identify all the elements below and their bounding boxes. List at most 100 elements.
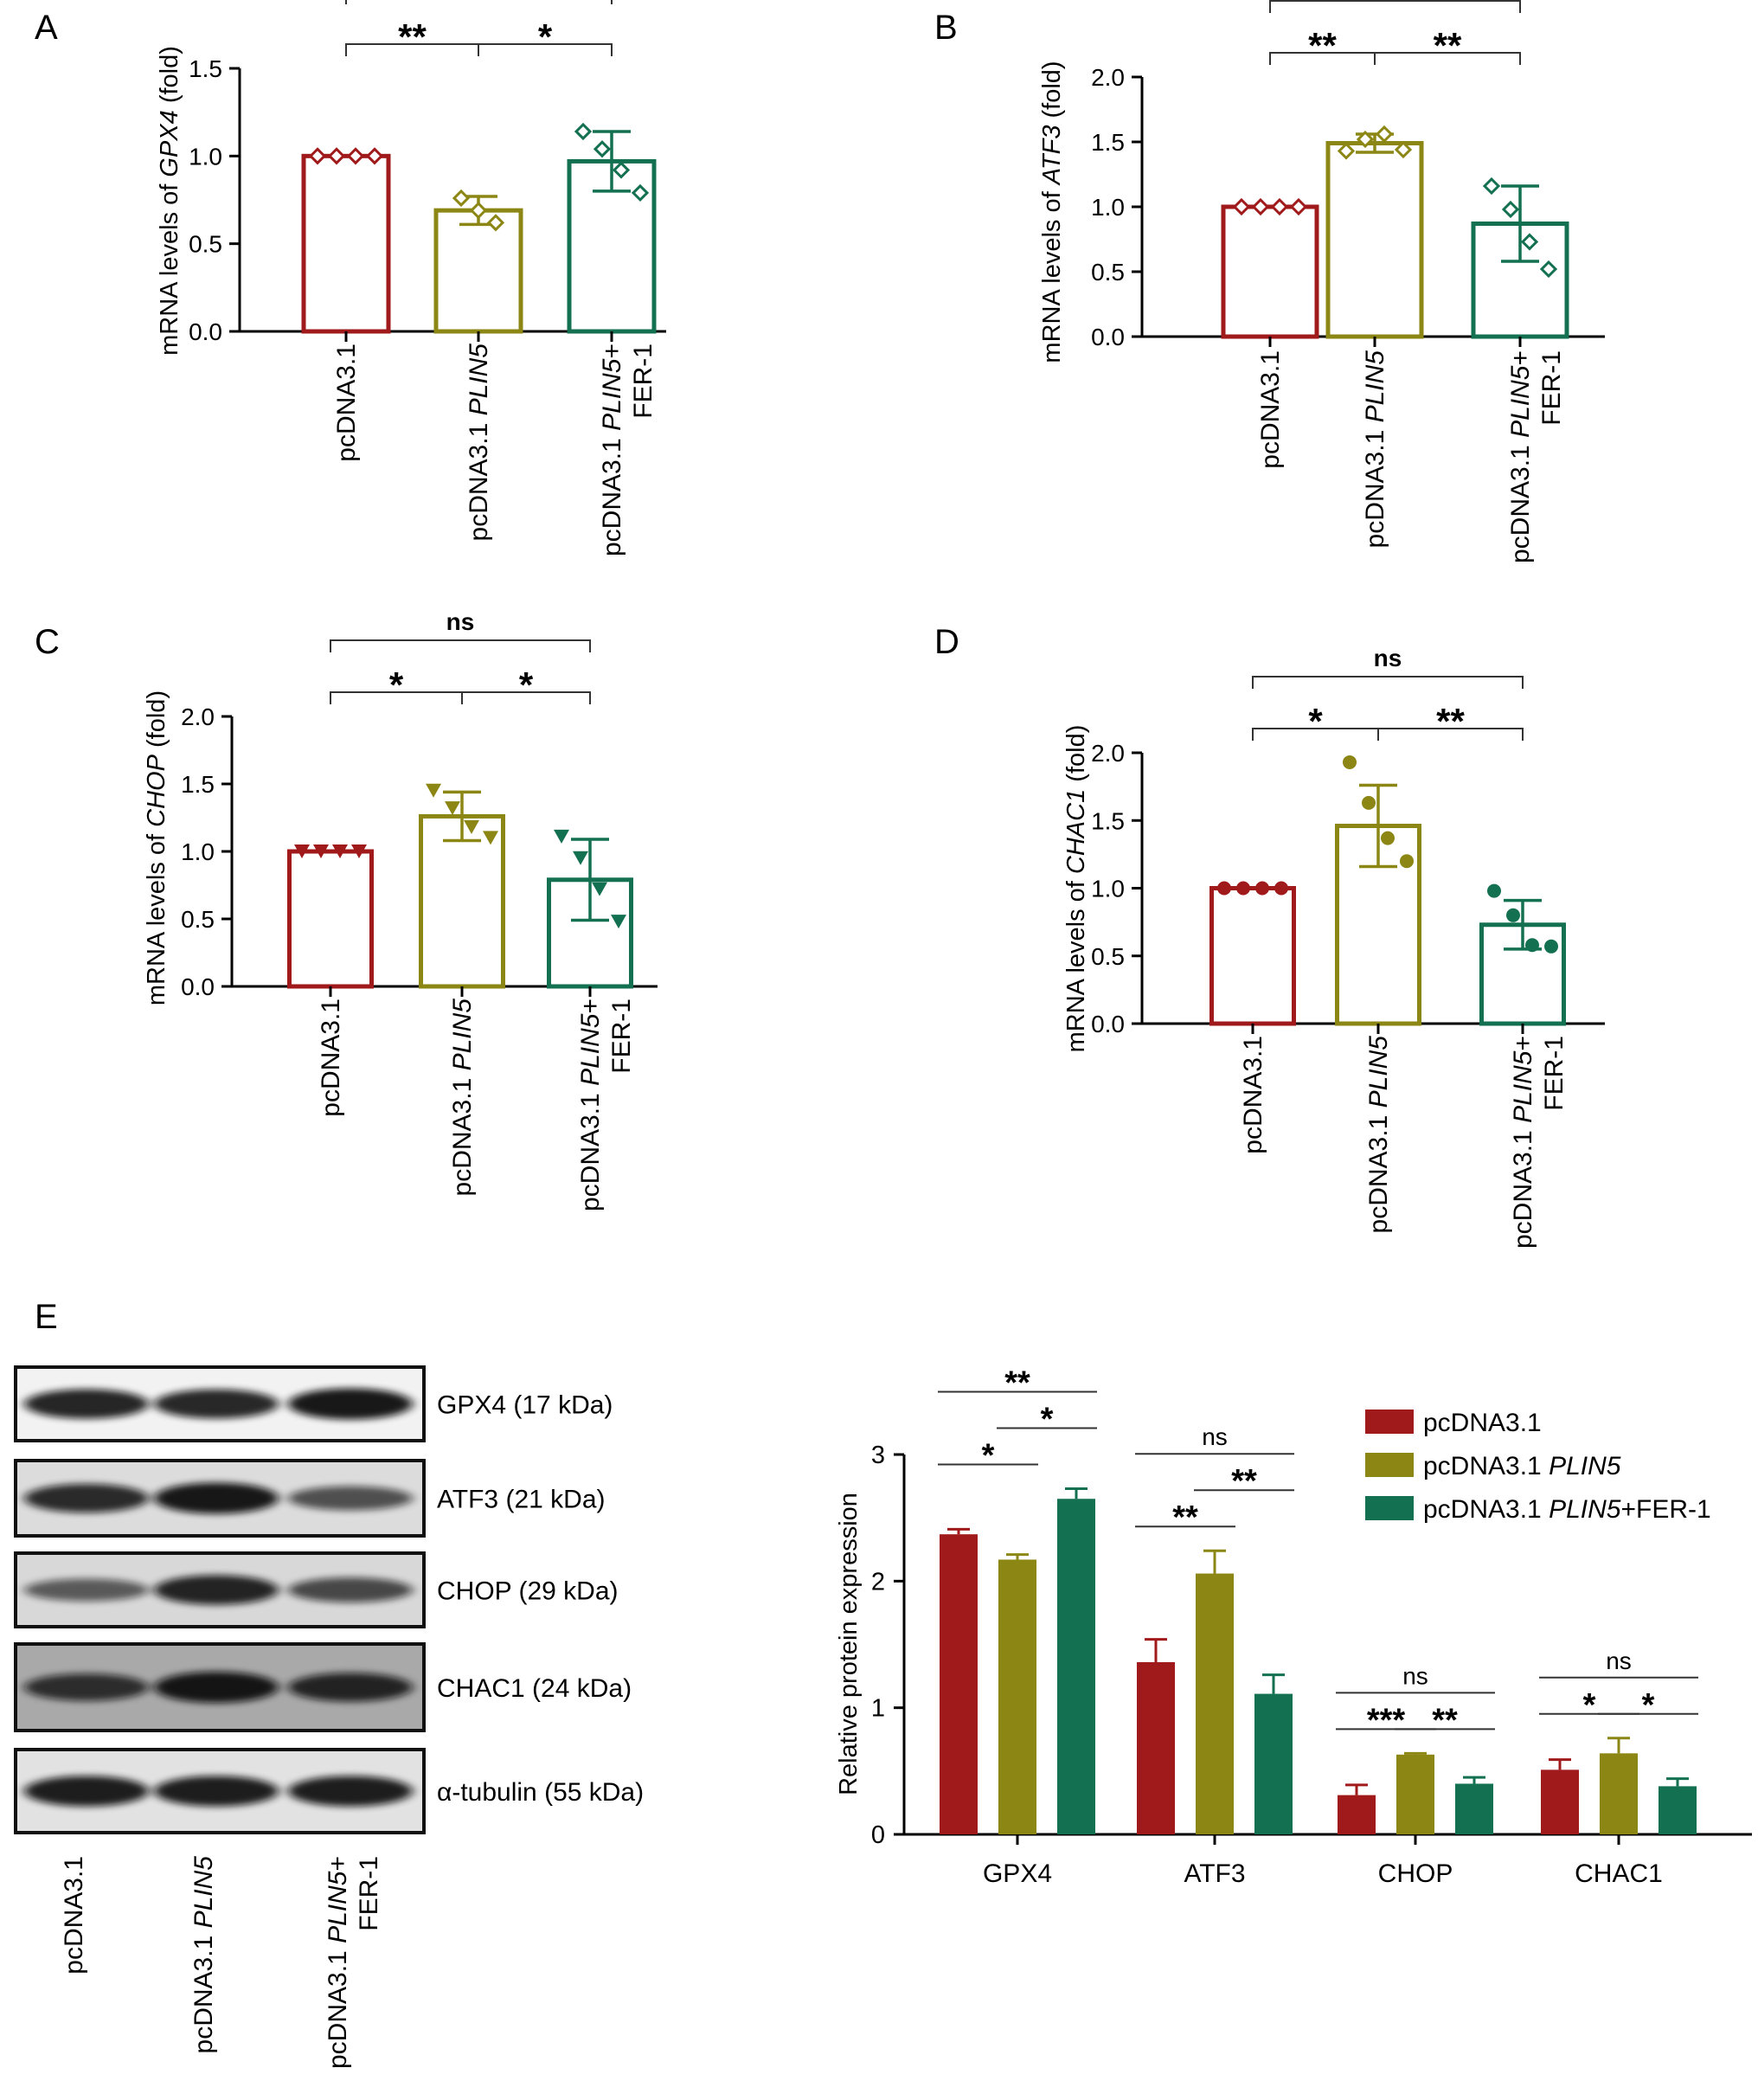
- blot-band: [288, 1776, 413, 1807]
- lane-label-text: pcDNA3.1: [60, 1856, 88, 1975]
- blot-band: [24, 1389, 149, 1419]
- blot-band: [24, 1578, 149, 1602]
- legend-label: pcDNA3.1 PLIN5: [1423, 1452, 1621, 1480]
- blot-band: [154, 1776, 279, 1807]
- bar: [1455, 1783, 1493, 1834]
- x-tick-label: pcDNA3.1 PLIN5: [1361, 350, 1389, 549]
- data-point: [1343, 755, 1357, 769]
- x-label-gene: PLIN5: [598, 358, 626, 431]
- blot-label: CHOP (29 kDa): [437, 1577, 619, 1606]
- blot-label: GPX4 (17 kDa): [437, 1391, 613, 1420]
- data-point: [1270, 197, 1289, 216]
- x-label-gene: PLIN5: [576, 1013, 605, 1086]
- y-label-text: mRNA levels of: [1038, 184, 1066, 363]
- data-point: [1487, 883, 1501, 898]
- x-tick-label: pcDNA3.1: [1239, 1036, 1267, 1154]
- x-label-gene: PLIN5: [465, 344, 493, 416]
- data-point: [554, 829, 569, 844]
- significance-label: **: [398, 16, 427, 57]
- lane-label-text: pcDNA3.1: [189, 1928, 218, 2053]
- data-point: [1482, 177, 1501, 196]
- x-label-text: pcDNA3.1: [1506, 438, 1535, 563]
- data-point: [1217, 881, 1231, 896]
- legend-swatch: [1365, 1410, 1414, 1434]
- y-tick-label: 1.0: [1091, 876, 1125, 902]
- y-tick-label: 1.0: [1091, 194, 1125, 221]
- blot-band: [154, 1672, 279, 1703]
- x-tick-label: pcDNA3.1: [332, 344, 361, 462]
- x-tick-label: pcDNA3.1 PLIN5+: [1506, 350, 1535, 563]
- bar: [1600, 1753, 1638, 1834]
- data-point: [1337, 142, 1356, 160]
- y-axis-label: Relative protein expression: [835, 1493, 863, 1795]
- y-tick-label: 1.0: [189, 143, 222, 170]
- blot-label: CHAC1 (24 kDa): [437, 1674, 632, 1703]
- data-point: [294, 844, 310, 858]
- data-point: [592, 882, 607, 896]
- data-point: [313, 844, 329, 858]
- bar: [1137, 1661, 1175, 1834]
- significance-label: ns: [1606, 1647, 1632, 1674]
- data-point: [308, 147, 327, 165]
- x-label-text: pcDNA3.1: [576, 1086, 605, 1211]
- data-point: [611, 915, 626, 929]
- y-tick-label: 1.5: [189, 55, 222, 82]
- x-tick-label: pcDNA3.1 PLIN5: [465, 344, 493, 542]
- legend-label: pcDNA3.1: [1423, 1409, 1542, 1437]
- bar: [1659, 1786, 1697, 1834]
- data-point: [1520, 233, 1539, 251]
- legend-swatch: [1365, 1453, 1414, 1477]
- data-point: [573, 851, 588, 865]
- y-label-text: (fold): [156, 46, 183, 110]
- data-point: [445, 801, 460, 816]
- data-point: [452, 189, 471, 208]
- y-label-text: mRNA levels of: [143, 827, 170, 1005]
- data-point: [346, 147, 365, 165]
- significance-label: ns: [1402, 1662, 1428, 1689]
- y-tick-label: 2.0: [1091, 740, 1125, 767]
- blot-band: [154, 1389, 279, 1419]
- x-label-gene: PLIN5: [1361, 350, 1389, 423]
- blot-band: [288, 1486, 413, 1511]
- panel-e-bar-chart: 0 1 2 3 Relative protein expression GPX4 ATF3 C…: [835, 1365, 1752, 1888]
- data-point: [593, 140, 612, 158]
- blot-band: [288, 1388, 413, 1420]
- significance-bracket: [330, 639, 591, 652]
- data-point: [631, 183, 650, 202]
- bar: [1057, 1499, 1095, 1834]
- x-label-gene: PLIN5: [448, 999, 477, 1071]
- blot-band: [154, 1575, 279, 1605]
- x-label-text: pcDNA3.1: [1361, 422, 1389, 548]
- x-label-text: pcDNA3.1: [1239, 1036, 1267, 1154]
- significance-label: **: [1432, 1702, 1458, 1738]
- blot-band: [154, 1482, 279, 1514]
- data-point: [351, 844, 367, 858]
- significance-label: ns: [1202, 1423, 1228, 1450]
- data-point: [486, 214, 505, 232]
- significance-label: *: [538, 16, 553, 57]
- x-label-text: +: [598, 344, 626, 359]
- y-tick-label: 0.5: [181, 906, 215, 933]
- y-axis-label: mRNA levels of GPX4 (fold): [156, 46, 183, 356]
- significance-bracket: [1374, 52, 1521, 65]
- bar: [1196, 1573, 1234, 1834]
- x-label-text: pcDNA3.1: [317, 999, 345, 1117]
- significance-bracket: [345, 0, 613, 4]
- panel-letter-b: B: [934, 9, 958, 47]
- legend-text: +FER-1: [1620, 1495, 1710, 1524]
- data-point: [1501, 200, 1520, 219]
- y-tick-label: 1: [871, 1695, 885, 1723]
- x-tick-label: pcDNA3.1 PLIN5+: [576, 999, 605, 1211]
- bar: [940, 1534, 978, 1834]
- data-point: [1255, 881, 1269, 896]
- x-label-text: +: [1506, 350, 1535, 366]
- data-point: [1381, 831, 1395, 845]
- significance-label: *: [1041, 1402, 1054, 1438]
- legend-text: pcDNA3.1: [1423, 1409, 1542, 1437]
- panel-letter-e: E: [35, 1298, 58, 1336]
- x-label-text: pcDNA3.1: [598, 431, 626, 556]
- y-axis-label: mRNA levels of CHOP (fold): [143, 690, 170, 1005]
- data-point: [365, 147, 384, 165]
